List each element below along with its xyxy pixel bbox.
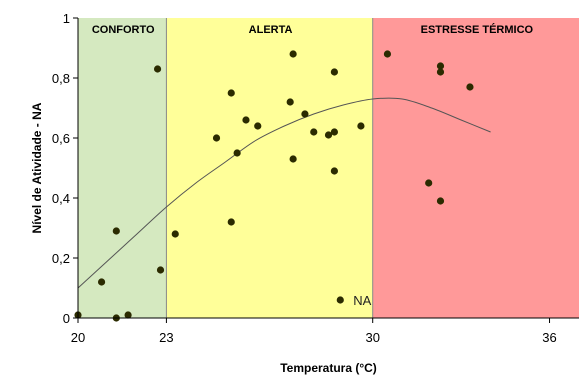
data-point (171, 230, 179, 238)
y-tick-label: 0,6 (52, 131, 70, 146)
data-point (330, 68, 338, 76)
data-point (97, 278, 106, 286)
zone-labels: CONFORTO ALERTA ESTRESSE TÉRMICO (92, 23, 534, 36)
data-point (233, 149, 241, 157)
data-points (74, 50, 474, 322)
data-point (330, 167, 338, 175)
y-tick-label: 0,4 (52, 191, 70, 206)
data-point (436, 62, 445, 70)
y-ticks: 0 0,2 0,4 0,6 0,8 1 (52, 11, 78, 326)
trendline-group (77, 97, 491, 289)
y-tick-label: 0,8 (52, 71, 70, 86)
data-point (156, 266, 165, 274)
series-legend-label: NA (353, 293, 371, 308)
y-tick-label: 0 (63, 311, 70, 326)
data-point (112, 227, 120, 235)
data-point (336, 296, 344, 304)
zone-label: ALERTA (249, 24, 293, 36)
data-point (227, 89, 235, 97)
data-point (324, 131, 333, 139)
data-point (383, 50, 392, 58)
data-point (124, 311, 132, 319)
data-point (153, 65, 162, 73)
data-point (301, 110, 309, 118)
data-point (330, 128, 338, 136)
x-tick-label: 36 (542, 330, 556, 345)
zone-band (166, 18, 373, 318)
zone-backgrounds (78, 18, 579, 318)
data-point (254, 122, 262, 130)
x-tick-label: 20 (71, 330, 85, 345)
x-tick-label: 23 (159, 330, 173, 345)
y-tick-label: 0,2 (52, 251, 70, 266)
x-axis-title: Temperatura (°C) (280, 361, 377, 375)
x-tick-label: 30 (365, 330, 379, 345)
zone-label: ESTRESSE TÉRMICO (421, 23, 534, 36)
data-point (310, 128, 318, 136)
data-point (425, 179, 433, 187)
x-ticks: 20 23 30 36 (71, 318, 557, 345)
axes (77, 18, 579, 319)
data-point (286, 98, 294, 106)
zone-band (78, 18, 167, 318)
data-point (357, 122, 365, 130)
trendline (77, 97, 491, 289)
data-point (289, 50, 297, 58)
zone-label: CONFORTO (92, 24, 155, 36)
data-point (289, 155, 297, 163)
data-point (436, 68, 445, 76)
data-point (466, 83, 474, 91)
y-tick-label: 1 (63, 11, 70, 26)
data-point (212, 134, 221, 142)
zone-band (372, 18, 579, 318)
data-point (242, 116, 250, 124)
data-point (227, 218, 235, 226)
data-point (436, 197, 445, 205)
y-axis-title: Nível de Atividade - NA (30, 102, 44, 233)
